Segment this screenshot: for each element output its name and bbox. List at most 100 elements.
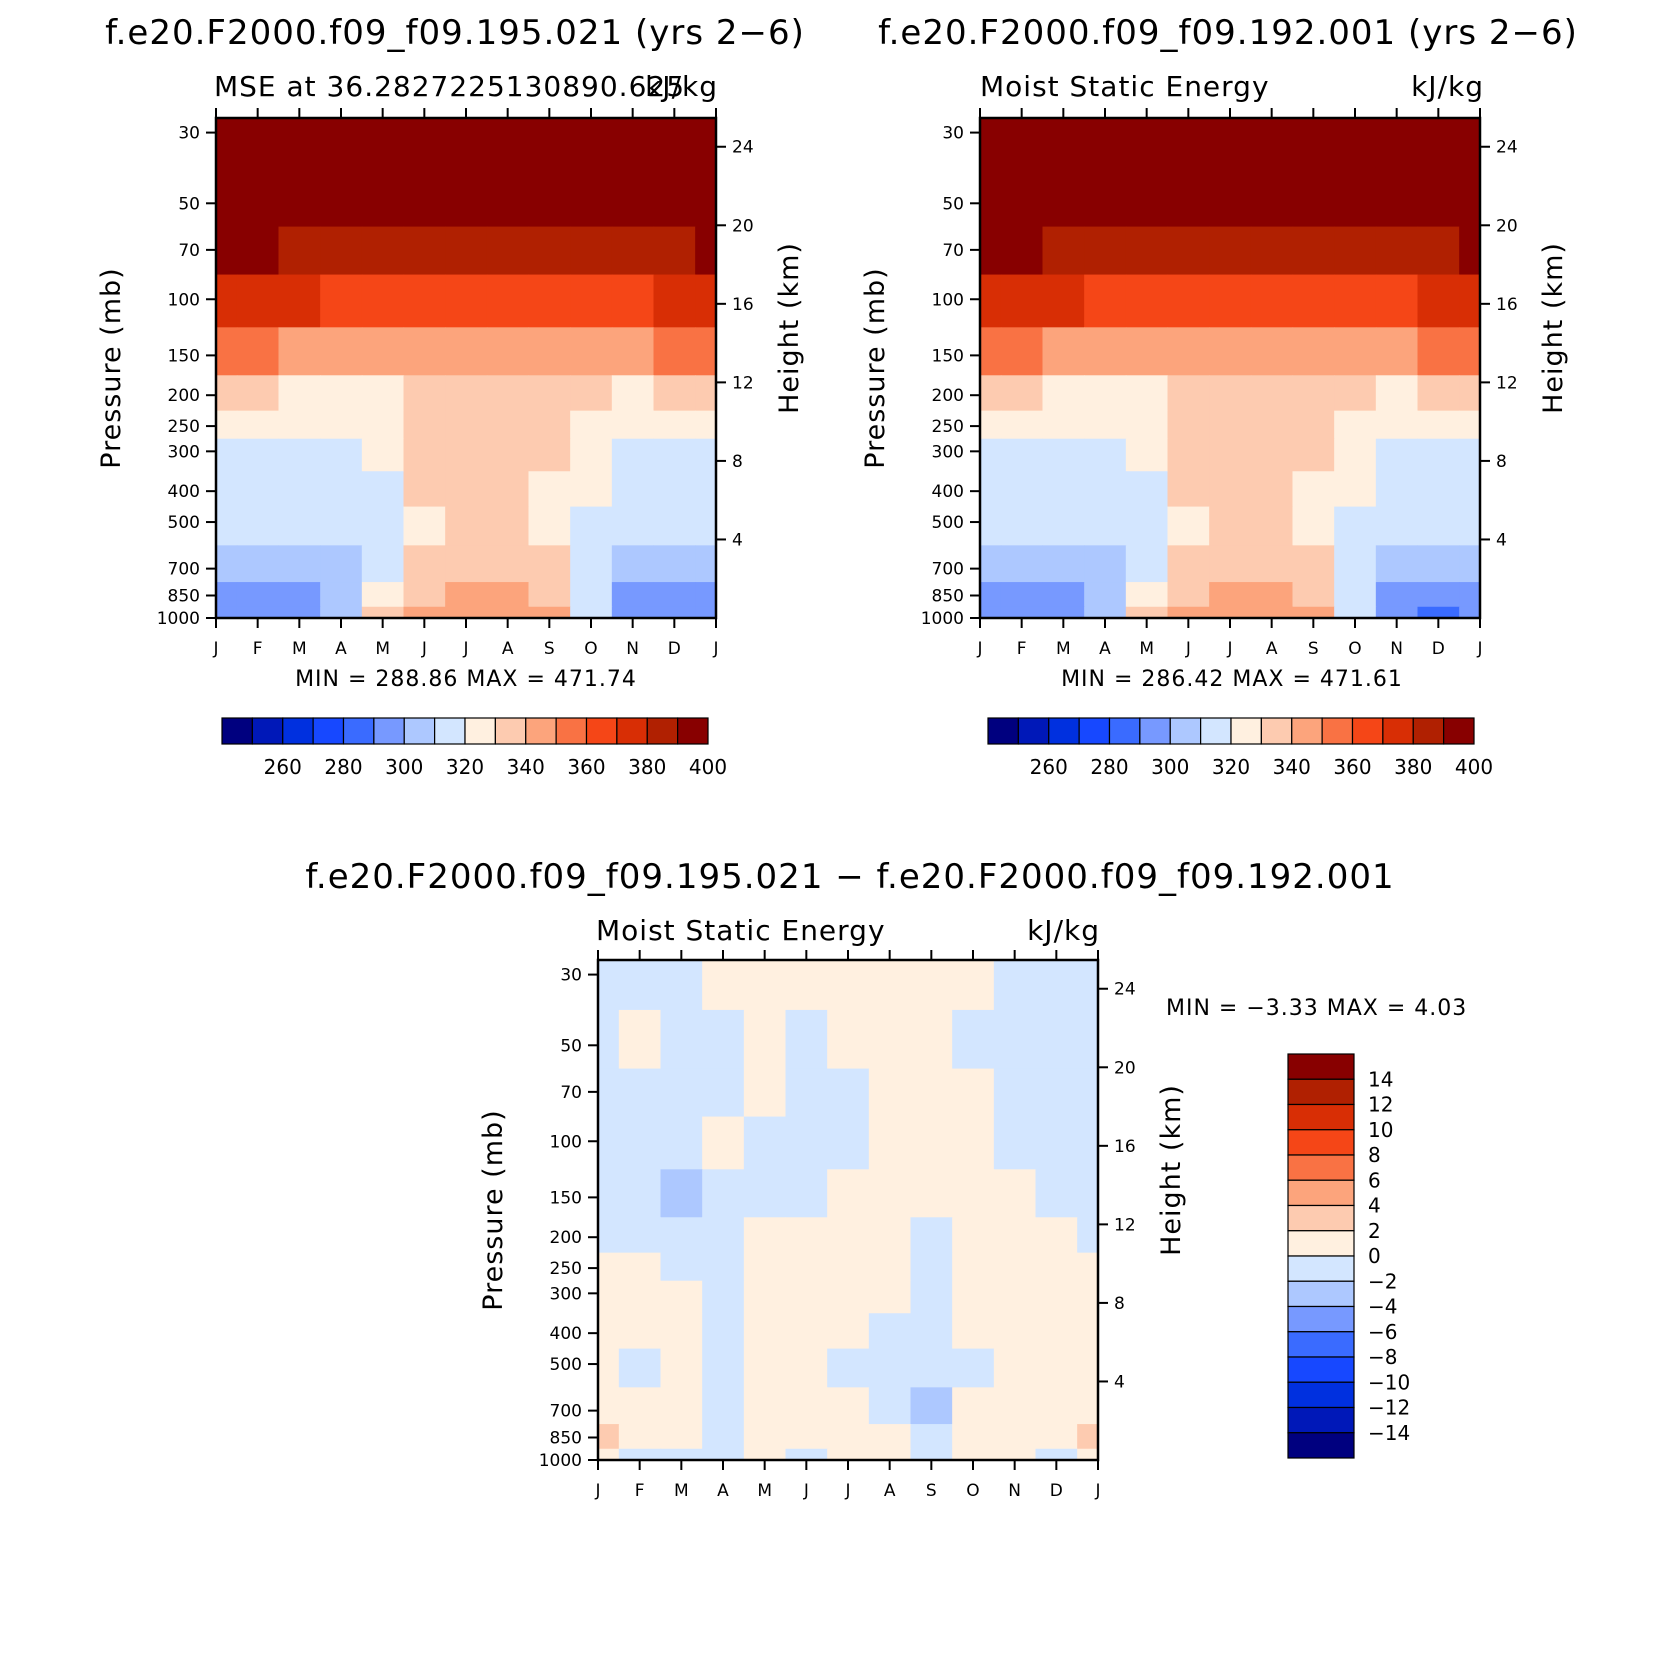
heatmap-cell — [743, 1116, 787, 1170]
heatmap-cell — [611, 506, 655, 546]
heatmap-cell — [1417, 118, 1460, 169]
heatmap-cell — [445, 471, 488, 508]
heatmap-cell — [695, 438, 717, 472]
colorbar-box — [1287, 1230, 1355, 1257]
colorbar-label: 4 — [1368, 1194, 1381, 1218]
heatmap-cell — [361, 167, 405, 228]
y2-axis-title: Height (km) — [1156, 1084, 1187, 1256]
heatmap-cell — [1035, 1424, 1078, 1450]
heatmap-cell — [598, 1448, 620, 1461]
heatmap-cell — [320, 226, 363, 276]
heatmap-cell — [611, 167, 655, 228]
heatmap-cell — [361, 582, 405, 608]
heatmap-cell — [278, 438, 321, 472]
heatmap-cell — [1459, 410, 1481, 440]
colorbar-box — [434, 717, 466, 745]
heatmap-cell — [1250, 410, 1294, 440]
heatmap-cell — [278, 545, 321, 583]
heatmap-cell — [1209, 545, 1252, 583]
heatmap-cell — [653, 582, 696, 608]
colorbar-box — [1291, 717, 1323, 745]
colorbar-box — [1287, 1204, 1355, 1232]
heatmap-cell — [1334, 438, 1377, 472]
heatmap-cell — [980, 375, 1002, 412]
heatmap-cell — [1042, 438, 1085, 472]
heatmap-cell — [785, 960, 828, 1011]
heatmap-cell — [653, 118, 696, 169]
heatmap-cell — [570, 471, 613, 508]
heatmap-cell — [1375, 606, 1419, 619]
heatmap-cell — [1167, 327, 1210, 376]
y2-tick-label: 16 — [1114, 1137, 1136, 1157]
panel-right-right-string: kJ/kg — [1411, 70, 1484, 103]
heatmap-cell — [1209, 274, 1252, 328]
colorbar-right: 260 280 300 320 340 360 380 400 — [987, 717, 1493, 779]
y-tick-label: 50 — [942, 194, 964, 214]
colorbar-label: 0 — [1368, 1244, 1381, 1268]
colorbar-box — [312, 717, 345, 745]
x-tick-label: J — [844, 1481, 850, 1501]
heatmap-cell — [743, 1280, 787, 1314]
heatmap-cell — [1077, 1280, 1099, 1314]
heatmap-cell — [1035, 1313, 1078, 1350]
heatmap-cell — [528, 118, 571, 169]
heatmap-cell — [702, 960, 745, 1011]
heatmap-cell — [1035, 1009, 1078, 1070]
heatmap-cell — [980, 606, 1002, 619]
heatmap-cell — [1125, 274, 1169, 328]
x-tick-label: S — [544, 639, 555, 659]
colorbar-box — [1287, 1154, 1355, 1181]
x-tick-label: J — [976, 639, 982, 659]
heatmap-cell — [570, 274, 613, 328]
heatmap-cell — [1375, 471, 1419, 508]
heatmap-cell — [1000, 118, 1044, 169]
heatmap-cell — [1000, 410, 1044, 440]
heatmap-cell — [743, 1424, 787, 1450]
heatmap-cell — [653, 167, 696, 228]
x-tick-label: J — [1185, 639, 1191, 659]
y-tick-label: 300 — [932, 442, 964, 462]
heatmap-cell — [216, 582, 238, 608]
y-tick-label: 250 — [168, 417, 200, 437]
heatmap-cell — [528, 606, 571, 619]
heatmap-cell — [1292, 506, 1335, 546]
heatmap-cell — [236, 375, 280, 412]
heatmap-cell — [1250, 606, 1294, 619]
x-tick-label: O — [1348, 639, 1361, 659]
heatmap-cell — [1077, 1169, 1099, 1218]
heatmap-cell — [1042, 606, 1085, 619]
heatmap-cell — [827, 1387, 870, 1425]
heatmap-cell — [1375, 226, 1419, 276]
heatmap-cell — [653, 226, 696, 276]
heatmap-cell — [320, 438, 363, 472]
heatmap-cell — [403, 471, 446, 508]
heatmap-cell — [611, 274, 655, 328]
heatmap-cell — [236, 606, 280, 619]
x-tick-label: J — [1476, 639, 1482, 659]
heatmap-cell — [1375, 327, 1419, 376]
y-tick-label: 400 — [168, 482, 200, 502]
panel-left-left-string: MSE at 36.2827225130890.625 — [214, 70, 685, 103]
heatmap-cell — [743, 1009, 787, 1070]
heatmap-cell — [403, 167, 446, 228]
heatmap-cell — [618, 1169, 662, 1218]
heatmap-cell — [868, 960, 912, 1011]
y-tick-label: 1000 — [157, 609, 200, 629]
heatmap-cell — [1042, 226, 1085, 276]
y-tick-label: 850 — [550, 1429, 582, 1449]
colorbar-box — [525, 717, 557, 745]
heatmap-cell — [611, 471, 655, 508]
heatmap-cell — [403, 545, 446, 583]
heatmap-cell — [278, 506, 321, 546]
heatmap-cell — [993, 1252, 1037, 1282]
heatmap-cell — [785, 1280, 828, 1314]
heatmap-cell — [1375, 582, 1419, 608]
heatmap-cell — [952, 1448, 995, 1461]
heatmap-cell — [1167, 506, 1210, 546]
y2-tick-label: 4 — [1114, 1372, 1125, 1392]
x-tick-label: O — [584, 639, 597, 659]
heatmap-cell — [993, 1387, 1037, 1425]
y-tick-label: 1000 — [539, 1451, 582, 1471]
heatmap-cell — [1125, 167, 1169, 228]
heatmap-cell — [1334, 582, 1377, 608]
